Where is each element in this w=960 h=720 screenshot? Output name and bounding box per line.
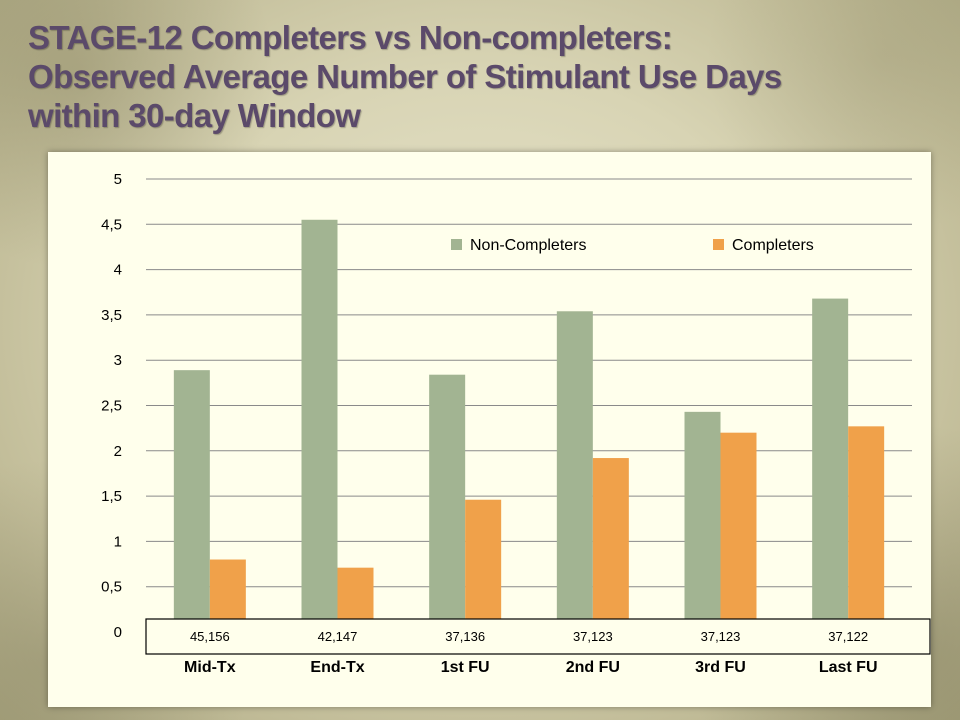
title-line-2: Observed Average Number of Stimulant Use… [28,58,782,95]
y-tick-label: 1,5 [101,488,122,505]
bar-non-completers [556,311,593,632]
y-tick-label: 4 [114,262,122,279]
bar-non-completers [429,374,466,632]
sample-size-label: 45,156 [190,629,230,644]
bar-completers [592,458,629,632]
y-tick-label: 0,5 [101,579,122,596]
title-line-1: STAGE-12 Completers vs Non-completers: [28,19,673,56]
legend-label: Completers [732,237,814,254]
sample-size-label: 37,136 [445,629,485,644]
bar-non-completers [684,411,721,632]
bar-non-completers [173,370,210,632]
x-category-label: 2nd FU [566,659,620,676]
sample-size-box [145,618,931,655]
legend-swatch [451,239,462,250]
bar-completers [848,426,885,632]
bar-non-completers [812,298,849,632]
y-tick-label: 4,5 [101,216,122,233]
x-category-label: 1st FU [441,659,490,676]
sample-size-label: 37,123 [701,629,741,644]
title-line-3: within 30-day Window [28,97,361,134]
legend-swatch [713,239,724,250]
x-category-label: Last FU [819,659,878,676]
x-category-label: End-Tx [310,659,364,676]
y-tick-label: 3,5 [101,307,122,324]
y-tick-label: 5 [114,171,122,188]
x-category-label: Mid-Tx [184,659,236,676]
slide-title: STAGE-12 Completers vs Non-completers: O… [28,18,938,135]
sample-size-label: 37,123 [573,629,613,644]
y-tick-label: 1 [114,533,122,550]
x-category-label: 3rd FU [695,659,746,676]
y-tick-label: 0 [114,624,122,641]
bar-non-completers [301,219,338,632]
y-tick-label: 3 [114,352,122,369]
sample-size-label: 42,147 [318,629,358,644]
legend-label: Non-Completers [470,237,586,254]
sample-size-label: 37,122 [828,629,868,644]
y-tick-label: 2 [114,443,122,460]
y-tick-label: 2,5 [101,398,122,415]
bar-completers [720,432,757,632]
bar-completers [465,499,502,632]
